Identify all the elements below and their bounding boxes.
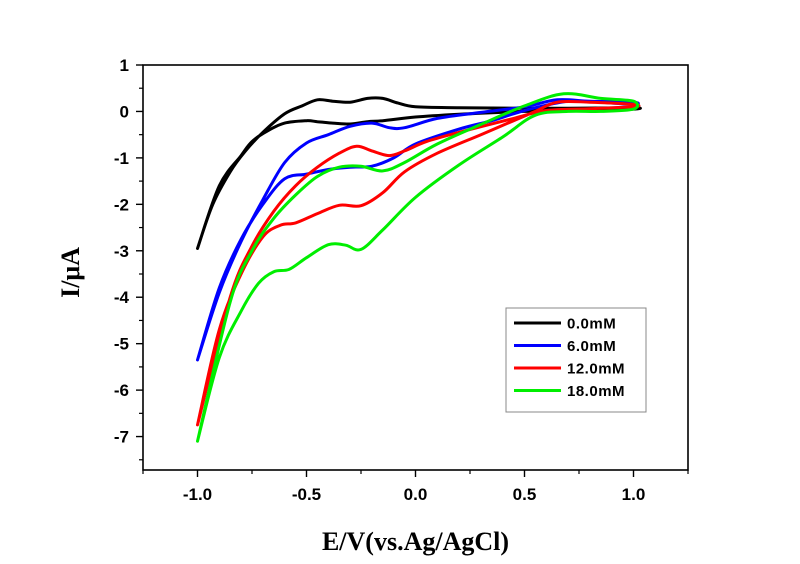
- series-line-18-0mm: [196, 92, 640, 443]
- legend-label-0-0mm: 0.0mM: [567, 316, 616, 333]
- series-line-12-0mm: [196, 99, 641, 427]
- x-tick-label: 1.0: [622, 485, 646, 504]
- legend-label-18-0mm: 18.0mM: [567, 383, 625, 400]
- x-tick-label: 0.5: [513, 485, 537, 504]
- y-tick-label: 1: [120, 56, 129, 75]
- legend-box: [505, 307, 647, 413]
- legend-label-12-0mm: 12.0mM: [567, 361, 625, 378]
- y-tick-label: -5: [114, 335, 129, 354]
- legend-label-6-0mm: 6.0mM: [567, 338, 616, 355]
- y-tick-label: -3: [114, 242, 129, 261]
- x-axis-title: E/V(vs.Ag/AgCl): [322, 527, 509, 556]
- x-tick-label: -0.5: [292, 485, 321, 504]
- axis-ticks: -1.0 -0.5 0.0 0.5 1.0 1 0 -1 -2 -3 -4 -5 -6 -7: [114, 56, 689, 504]
- y-tick-label: -1: [114, 149, 129, 168]
- y-tick-label: 0: [120, 102, 129, 121]
- y-tick-label: -6: [114, 381, 129, 400]
- series-layer: [196, 92, 642, 443]
- y-axis-title: I/μA: [56, 247, 85, 298]
- y-tick-label: -2: [114, 195, 129, 214]
- legend: 0.0mM 6.0mM 12.0mM 18.0mM: [505, 307, 647, 413]
- x-tick-label: -1.0: [183, 485, 212, 504]
- y-tick-label: -7: [114, 428, 129, 447]
- y-tick-label: -4: [114, 288, 130, 307]
- x-tick-label: 0.0: [404, 485, 428, 504]
